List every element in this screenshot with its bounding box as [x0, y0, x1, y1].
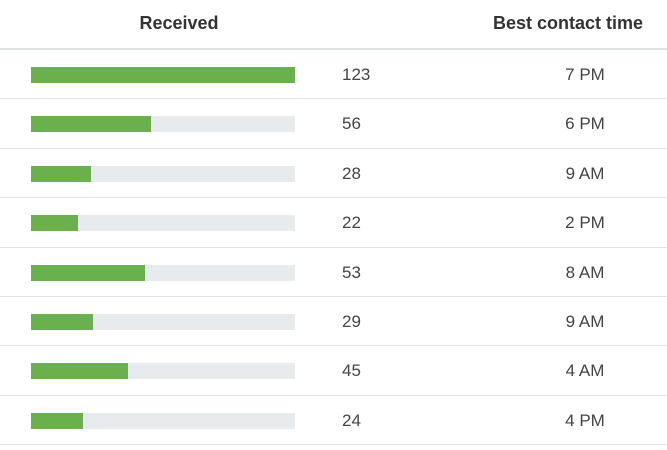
best-contact-time: 9 AM	[565, 163, 605, 183]
table-row: 123 7 PM	[0, 50, 667, 100]
bar	[31, 363, 128, 380]
best-contact-time: 4 AM	[565, 361, 605, 381]
bar-track	[31, 412, 295, 429]
received-count: 24	[342, 410, 361, 430]
bar	[31, 67, 295, 83]
best-contact-time: 4 PM	[565, 410, 605, 430]
table-row: 24 4 PM	[0, 396, 667, 446]
received-count: 53	[342, 262, 361, 282]
received-count: 28	[342, 163, 361, 183]
received-count: 56	[342, 114, 361, 134]
bar	[31, 116, 152, 133]
best-contact-time: 7 PM	[565, 65, 605, 84]
table-header: Received Best contact time	[0, 0, 667, 50]
table-row: 22 2 PM	[0, 198, 667, 248]
received-count: 29	[342, 312, 361, 331]
bar-track	[31, 165, 295, 182]
bar-track	[31, 67, 295, 83]
column-header: Best contact time	[492, 13, 644, 33]
received-count: 22	[342, 213, 361, 233]
table-row: 28 9 AM	[0, 149, 667, 199]
received-count: 45	[342, 361, 361, 381]
column-header: Received	[139, 13, 219, 33]
best-contact-time: 6 PM	[565, 114, 605, 134]
table-row: 53 8 AM	[0, 248, 667, 297]
best-contact-time: 9 AM	[565, 312, 605, 331]
bar-track	[31, 215, 295, 232]
received-count: 123	[342, 65, 371, 84]
bar	[31, 215, 79, 232]
table-row: 45 4 AM	[0, 346, 667, 396]
bar-track	[31, 363, 295, 380]
table-row: 56 6 PM	[0, 99, 667, 149]
bar-track	[31, 116, 295, 133]
table-row: 29 9 AM	[0, 297, 667, 347]
bar	[31, 264, 145, 281]
bar-track	[31, 264, 295, 281]
bar	[31, 314, 94, 330]
bar	[31, 165, 92, 182]
best-contact-time: 2 PM	[565, 213, 605, 233]
bar-track	[31, 314, 295, 330]
bar	[31, 412, 83, 429]
best-contact-time: 8 AM	[565, 262, 605, 282]
